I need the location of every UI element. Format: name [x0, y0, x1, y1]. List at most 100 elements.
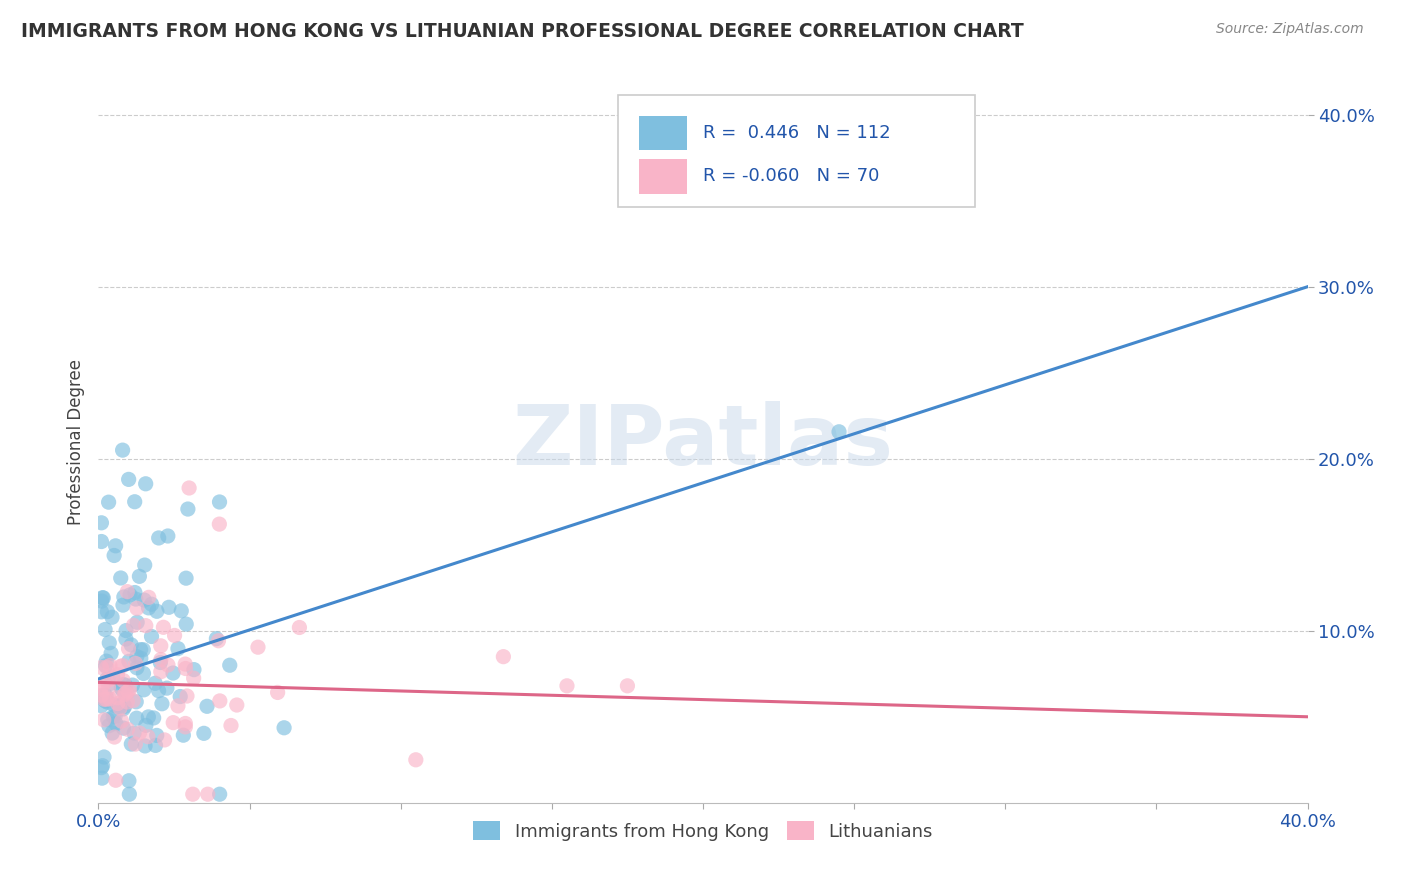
Point	[207, 633, 229, 648]
Text: Source: ZipAtlas.com: Source: ZipAtlas.com	[1216, 22, 1364, 37]
Point	[121, 678, 143, 692]
Point	[174, 661, 197, 675]
Point	[115, 632, 138, 646]
Point	[107, 697, 129, 711]
Point	[103, 549, 125, 563]
Point	[135, 618, 157, 632]
Point	[103, 730, 125, 744]
Point	[103, 698, 125, 713]
Point	[125, 592, 148, 607]
Point	[125, 711, 148, 725]
Point	[828, 425, 851, 439]
Point	[104, 709, 127, 723]
Point	[146, 604, 169, 618]
Point	[125, 649, 148, 664]
Point	[111, 443, 134, 458]
Point	[163, 628, 186, 642]
Point	[149, 665, 172, 679]
FancyBboxPatch shape	[619, 95, 976, 207]
Point	[117, 584, 139, 599]
Point	[134, 558, 156, 572]
Point	[101, 726, 124, 740]
Point	[90, 660, 112, 674]
Point	[195, 699, 218, 714]
Point	[97, 695, 120, 709]
Point	[145, 739, 167, 753]
Point	[90, 516, 112, 530]
Point	[100, 647, 122, 661]
Point	[142, 711, 165, 725]
Point	[129, 642, 152, 657]
Point	[124, 657, 146, 671]
Point	[117, 695, 139, 709]
Point	[112, 702, 135, 716]
Point	[273, 721, 295, 735]
Point	[117, 684, 139, 698]
Point	[114, 678, 136, 692]
Point	[120, 737, 142, 751]
Point	[90, 761, 112, 775]
Text: IMMIGRANTS FROM HONG KONG VS LITHUANIAN PROFESSIONAL DEGREE CORRELATION CHART: IMMIGRANTS FROM HONG KONG VS LITHUANIAN …	[21, 22, 1024, 41]
Point	[101, 670, 124, 684]
Point	[125, 601, 148, 615]
Point	[156, 681, 179, 695]
Point	[177, 502, 200, 516]
Point	[132, 642, 155, 657]
Point	[148, 531, 170, 545]
Point	[288, 620, 311, 634]
Point	[124, 737, 146, 751]
Point	[98, 658, 121, 673]
Point	[174, 716, 197, 731]
Point	[156, 529, 179, 543]
Point	[114, 699, 136, 714]
Point	[125, 695, 148, 709]
Point	[208, 787, 231, 801]
Point	[181, 787, 204, 801]
Text: ZIPatlas: ZIPatlas	[513, 401, 893, 482]
Point	[91, 682, 114, 697]
Point	[117, 641, 139, 656]
Point	[118, 787, 141, 801]
Point	[134, 739, 156, 753]
Point	[174, 720, 197, 734]
Point	[108, 699, 131, 714]
Point	[162, 666, 184, 681]
Point	[98, 673, 121, 687]
Point	[96, 605, 118, 619]
Point	[104, 773, 127, 788]
Point	[96, 660, 118, 674]
Point	[96, 654, 118, 668]
Point	[110, 571, 132, 585]
Point	[127, 615, 149, 630]
Point	[128, 569, 150, 583]
Point	[153, 733, 176, 747]
Point	[149, 656, 172, 670]
Point	[266, 685, 288, 699]
Point	[183, 663, 205, 677]
Point	[208, 694, 231, 708]
Point	[104, 716, 127, 731]
Point	[193, 726, 215, 740]
Point	[138, 600, 160, 615]
Point	[208, 495, 231, 509]
Point	[108, 659, 131, 673]
Point	[104, 539, 127, 553]
Point	[94, 623, 117, 637]
Y-axis label: Professional Degree: Professional Degree	[66, 359, 84, 524]
Point	[91, 591, 114, 605]
Point	[94, 658, 117, 673]
Point	[111, 714, 134, 728]
Point	[111, 598, 134, 612]
Point	[555, 679, 578, 693]
Point	[118, 654, 141, 668]
Point	[152, 620, 174, 634]
Point	[197, 787, 219, 801]
Point	[405, 753, 427, 767]
Point	[129, 651, 152, 665]
Point	[134, 593, 156, 607]
Point	[93, 688, 115, 702]
Point	[112, 721, 135, 735]
Point	[91, 758, 114, 772]
Point	[115, 686, 138, 700]
Point	[97, 495, 120, 509]
